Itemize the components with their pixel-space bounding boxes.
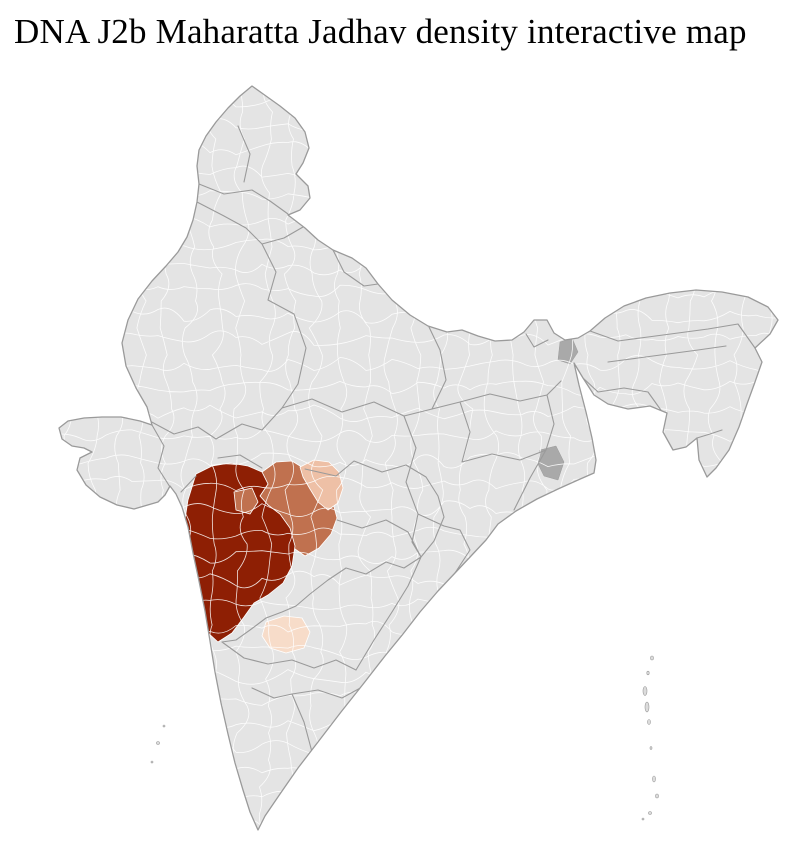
page-title: DNA J2b Maharatta Jadhav density interac… [14, 12, 747, 51]
region-very-low-density-south[interactable] [261, 615, 311, 654]
india-map-base[interactable] [59, 86, 778, 830]
region-low-density-northeast[interactable] [299, 459, 344, 511]
andaman-nicobar-islands [641, 655, 659, 821]
region-medium-density-inner-district[interactable] [233, 487, 259, 515]
lakshadweep-islands [150, 724, 166, 764]
